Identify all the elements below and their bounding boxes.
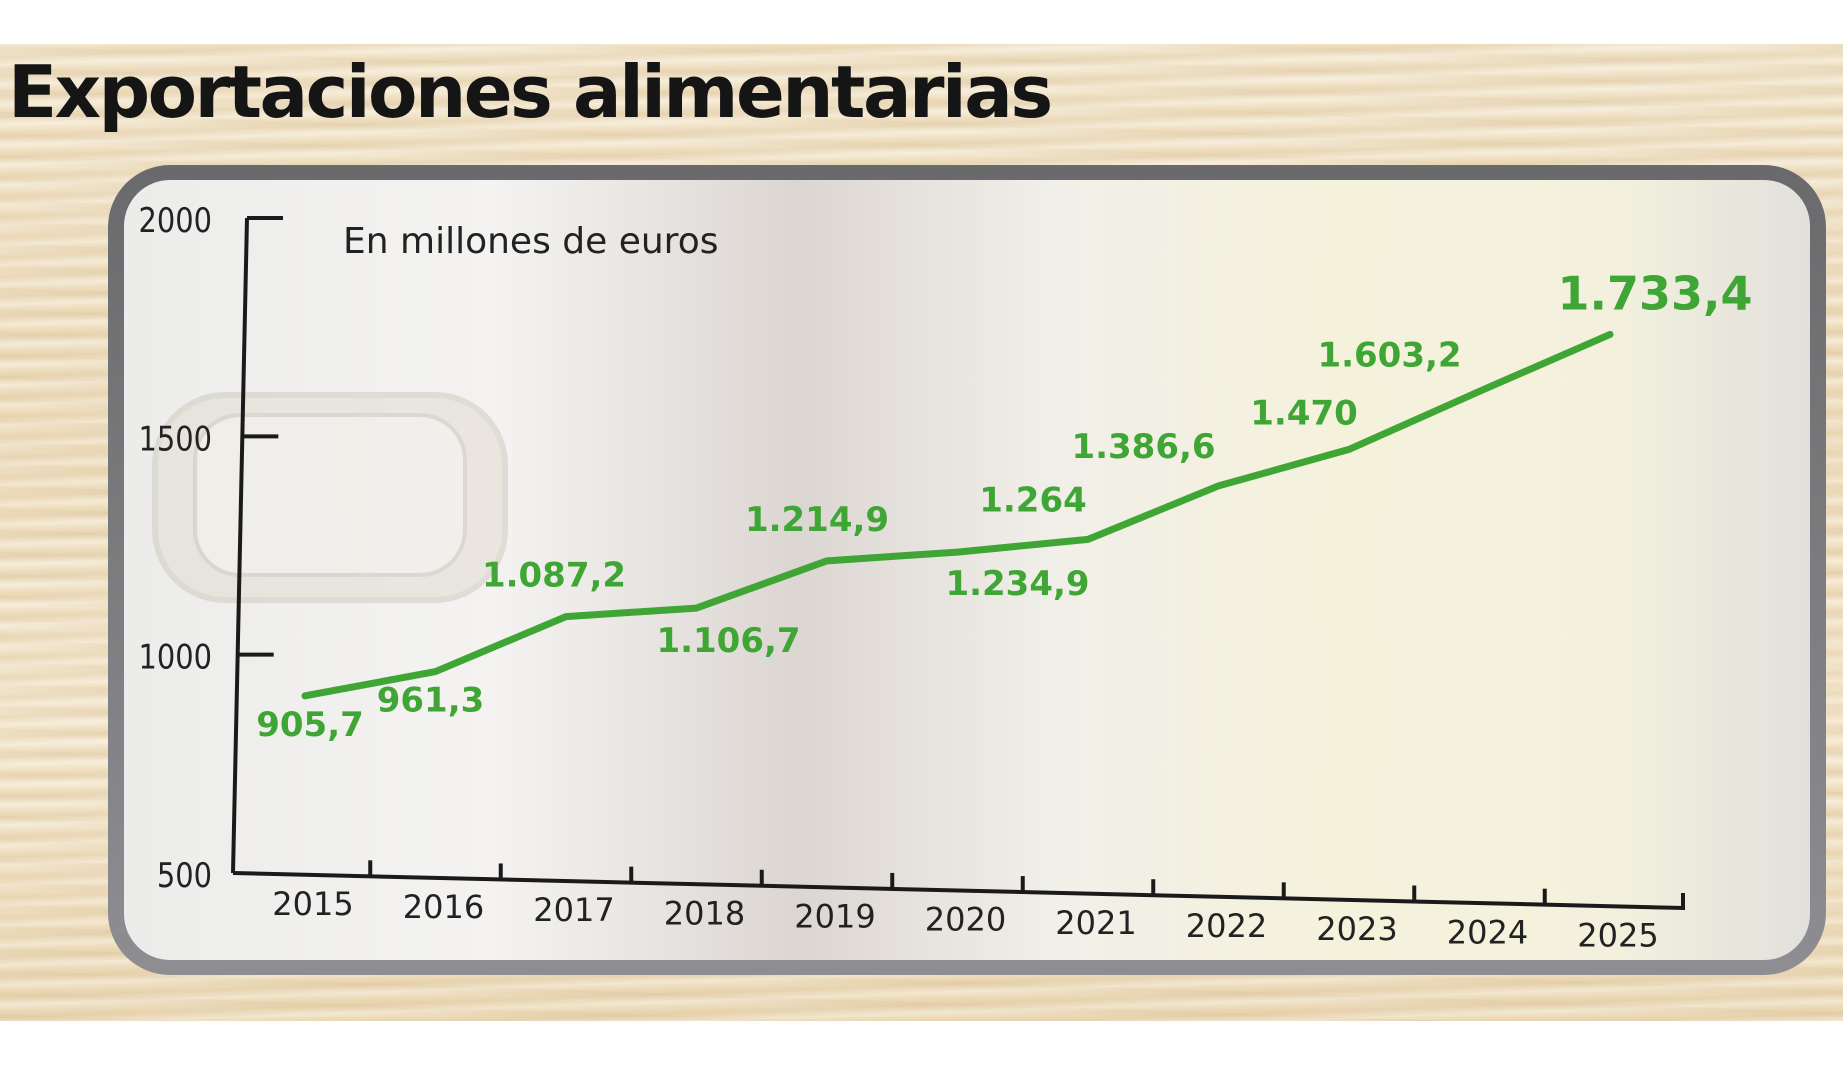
y-axis-line <box>231 217 249 874</box>
y-tick-label: 1500 <box>138 420 212 459</box>
x-tick-label: 2018 <box>664 894 745 932</box>
y-tick-label: 500 <box>157 857 212 896</box>
x-tick-label: 2019 <box>794 898 875 936</box>
y-tick-label: 2000 <box>138 202 212 241</box>
data-label: 905,7 <box>256 705 364 745</box>
data-label: 1.733,4 <box>1558 266 1753 320</box>
x-tick-label: 2024 <box>1447 913 1528 951</box>
series-line-group <box>301 330 1614 700</box>
data-label: 1.386,6 <box>1071 427 1215 467</box>
data-label: 1.470 <box>1250 393 1358 433</box>
data-label: 961,3 <box>377 681 485 721</box>
x-axis-line <box>232 871 1685 911</box>
x-tick-label: 2020 <box>925 901 1006 939</box>
data-label: 1.106,7 <box>656 621 800 661</box>
chart-title: Exportaciones alimentarias <box>8 50 1053 134</box>
data-label: 1.234,9 <box>945 564 1089 604</box>
data-labels-group: 905,7 961,3 1.087,2 1.106,7 1.214,9 1.234,9 1.… <box>256 266 1752 744</box>
x-tick-label: 2017 <box>533 891 614 929</box>
x-tick-label: 2015 <box>272 885 353 923</box>
data-label: 1.087,2 <box>482 556 626 596</box>
panel-frame <box>108 165 1826 975</box>
chart-subtitle: En millones de euros <box>343 221 718 262</box>
data-label: 1.214,9 <box>745 500 889 540</box>
data-label: 1.603,2 <box>1317 335 1461 375</box>
x-tick-label: 2025 <box>1577 916 1658 954</box>
x-tick-label: 2021 <box>1055 904 1136 942</box>
data-label: 1.264 <box>979 480 1087 520</box>
x-tick-label: 2022 <box>1186 907 1267 945</box>
x-tick-label: 2023 <box>1316 910 1397 948</box>
x-tick-label: 2016 <box>403 888 484 926</box>
chart-axes: 2000 1500 1000 500 2015 2016 2017 2018 2019 2020 2… <box>138 202 1685 954</box>
y-tick-label: 1000 <box>138 638 212 677</box>
